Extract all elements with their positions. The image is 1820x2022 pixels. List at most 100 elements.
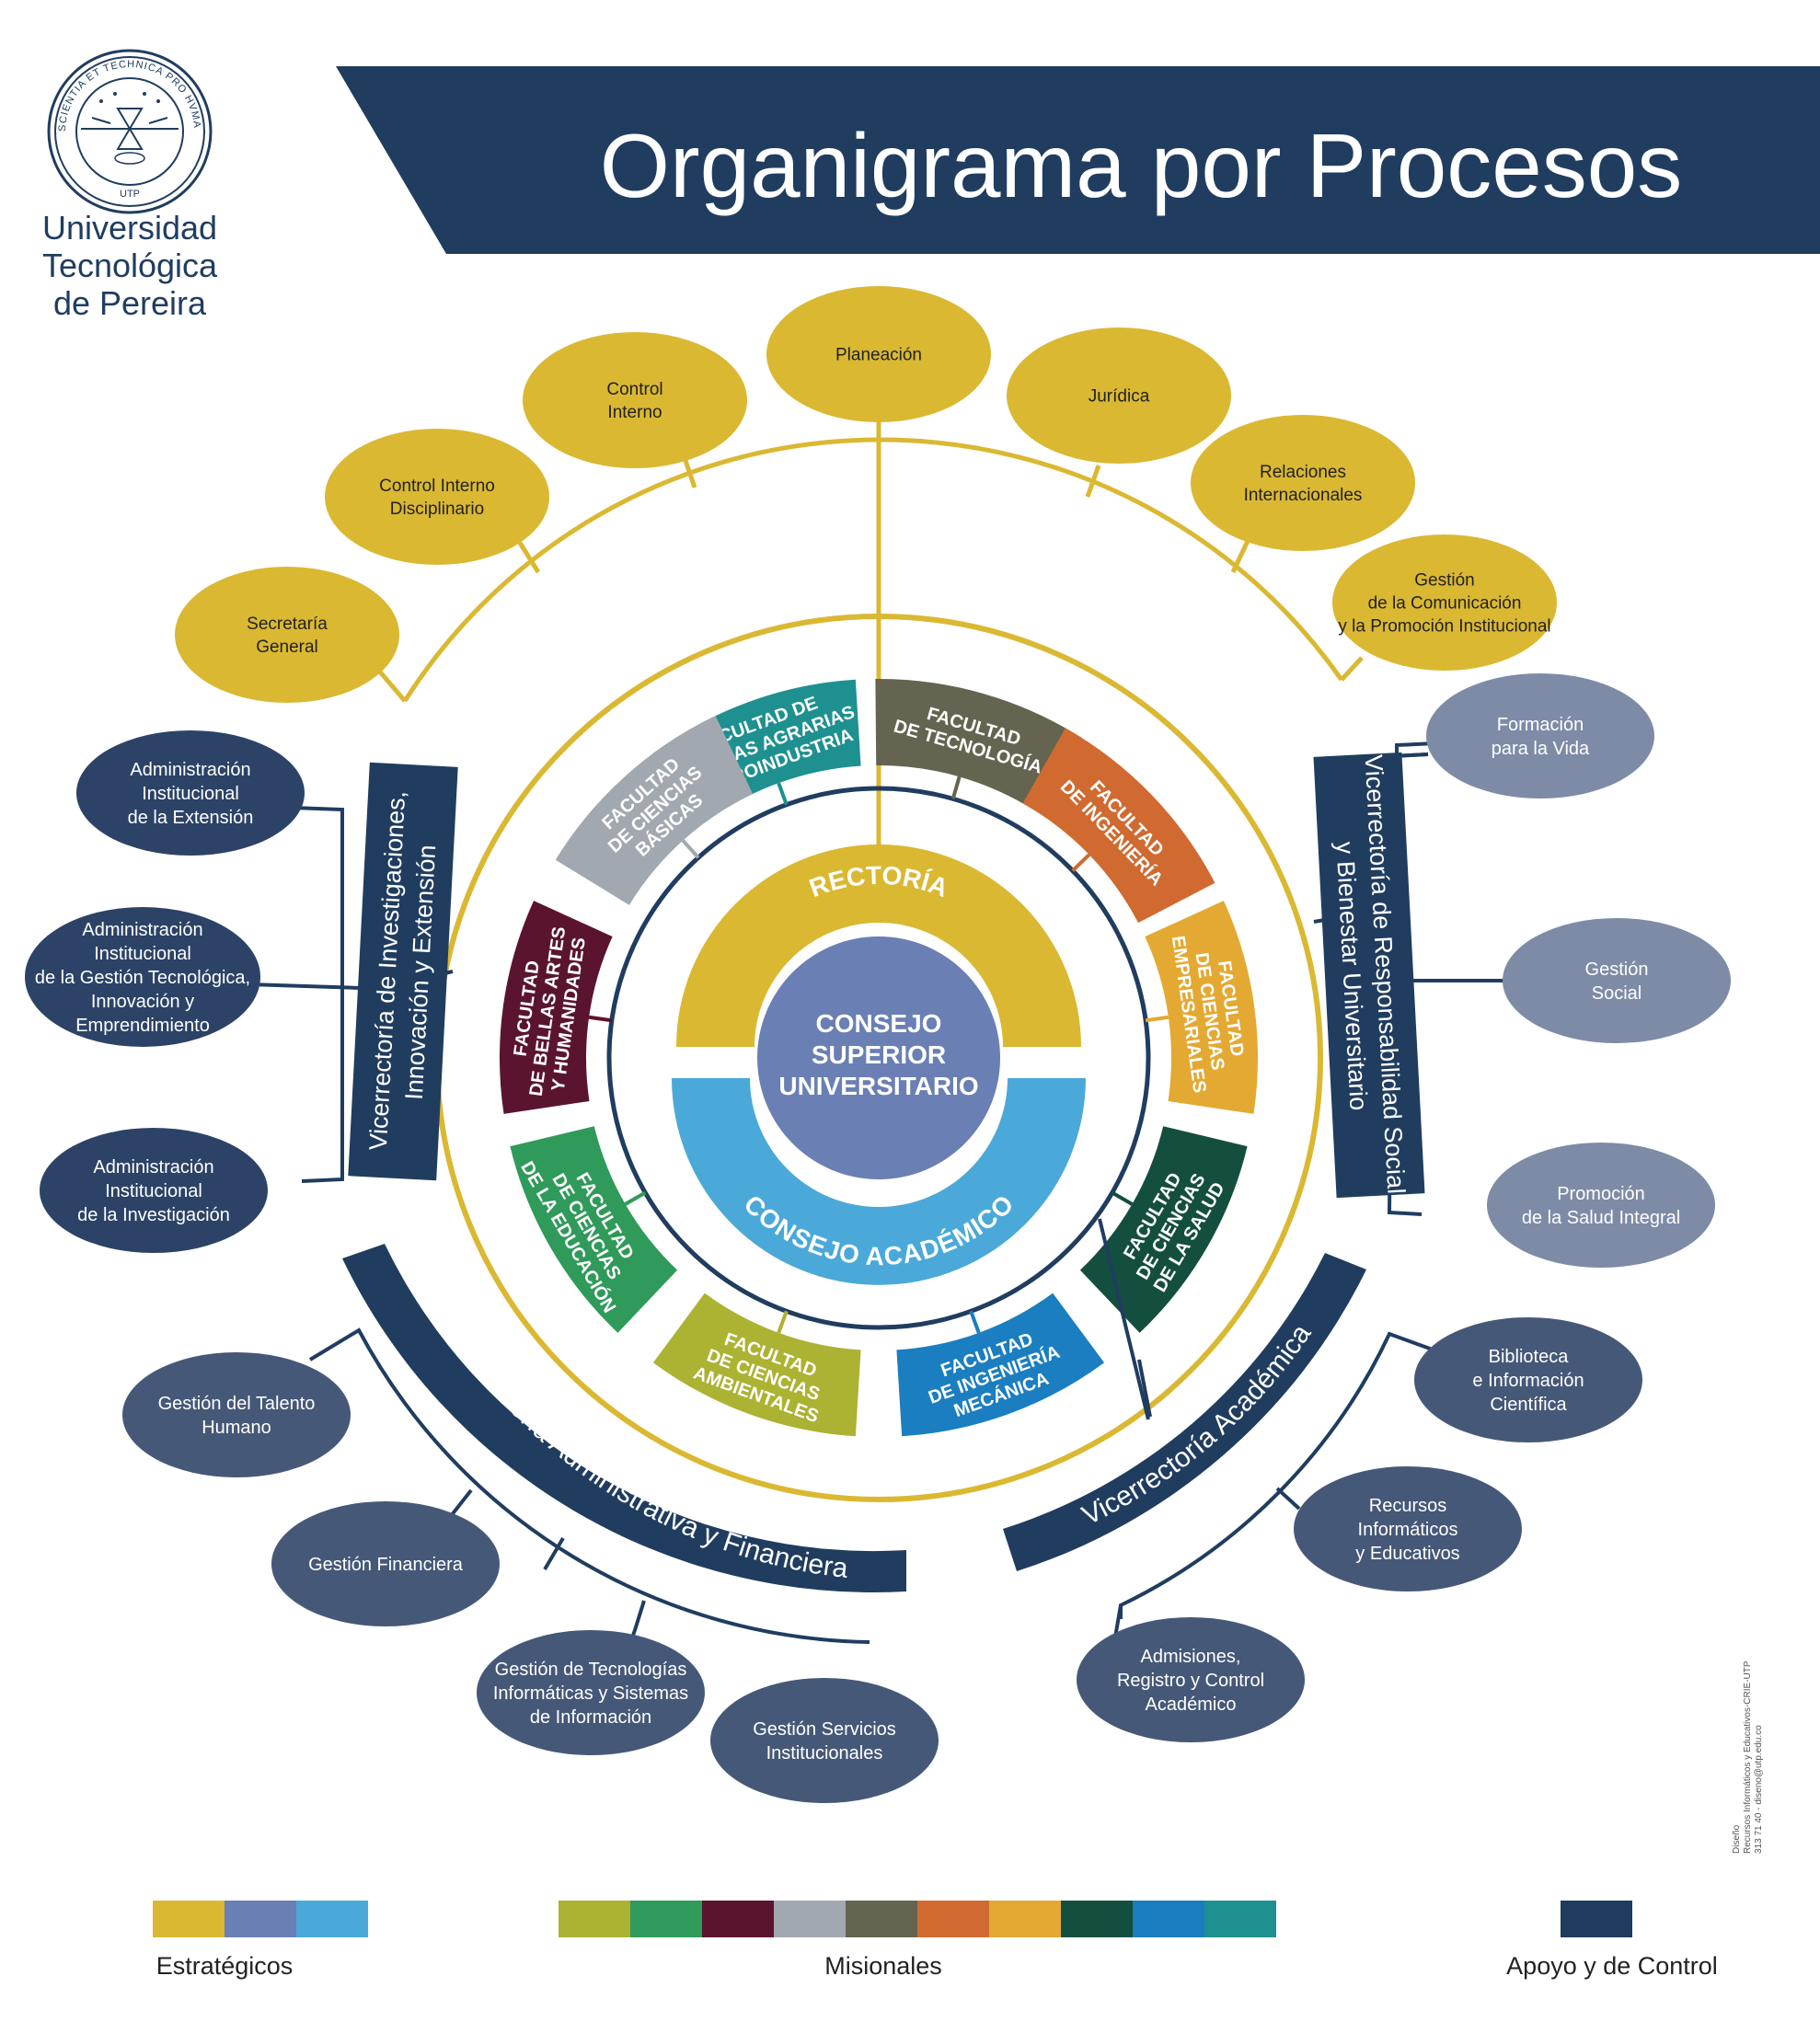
bubble-label-line: de la Salud Integral [1522, 1208, 1680, 1228]
process-bubble [76, 730, 305, 856]
process-bubble [325, 429, 549, 565]
seal-acronym: UTP [120, 189, 140, 200]
bubble-label-line: Innovación y [91, 992, 194, 1012]
vicerrectoria-academica-band [1003, 1253, 1366, 1571]
faculty-connector [1071, 853, 1091, 872]
bubble-label-line: Control Interno [379, 477, 495, 496]
process-bubble [1077, 1617, 1305, 1742]
bubble-label-line: Gestión Financiera [308, 1555, 464, 1575]
process-bubble [122, 1352, 351, 1477]
bubble-label-line: Científica [1490, 1395, 1567, 1415]
legend-swatch [989, 1901, 1061, 1937]
process-bubble [175, 567, 399, 703]
faculty-connector [1111, 1190, 1134, 1206]
faculty-connector [777, 1310, 789, 1334]
faculty-connector [1145, 1015, 1169, 1023]
faculty-connector [624, 1190, 647, 1206]
bubble-label-line: Académico [1146, 1695, 1237, 1715]
process-bubble [523, 332, 747, 468]
faculty-segment [510, 1126, 678, 1333]
legend-swatch [559, 1901, 630, 1937]
bubble-label-line: Gestión [1585, 959, 1649, 980]
inner-ring [606, 786, 1151, 1330]
vicerrectoria-administrativa-band [342, 1244, 906, 1593]
bubble-label-line: de Información [530, 1707, 651, 1728]
bubble-label-line: de la Comunicación [1368, 594, 1522, 614]
process-bubble [1503, 918, 1731, 1043]
bubble-label-line: Gestión [1414, 571, 1474, 591]
bubble-label-line: Promoción [1557, 1184, 1645, 1204]
bubble-label-line: Institucionales [766, 1743, 883, 1764]
legend-swatch [1204, 1901, 1276, 1937]
process-bubble [477, 1630, 705, 1755]
faculty-segment [1145, 901, 1258, 1114]
faculty-connector [969, 1310, 981, 1334]
credit-line-3: 313 71 40 - diseno@utp.edu.co [1754, 1725, 1764, 1854]
bubble-label-line: Relaciones [1260, 463, 1346, 482]
university-name-line-3: de Pereira [53, 284, 207, 322]
process-bubble [1191, 415, 1415, 551]
legend-swatch [630, 1901, 702, 1937]
process-bubble [1007, 327, 1231, 464]
process-bubble [766, 286, 991, 422]
legend-swatch [225, 1901, 296, 1937]
process-bubble [710, 1678, 939, 1803]
bubble-label-line: Institucional [94, 944, 191, 964]
bubble-label-line: Informáticos [1358, 1520, 1458, 1540]
bubble-label-line: Institucional [105, 1181, 202, 1201]
legend-swatch [774, 1901, 846, 1937]
process-bubble [1332, 534, 1557, 671]
bubble-label-line: Administración [93, 1157, 213, 1178]
faculty-segment [652, 1292, 861, 1437]
vicerrectoria-responsabilidad-social: Vicerrectoría de Responsabilidad Social … [1313, 752, 1425, 1199]
bubble-label-line: Administración [130, 760, 250, 780]
legend [153, 1901, 1632, 1937]
rectoria-arc [676, 844, 1081, 1047]
process-bubble [25, 907, 260, 1047]
bubble-label-line: Emprendimiento [75, 1016, 210, 1036]
header-banner [336, 66, 1820, 254]
bubble-label-line: Disciplinario [390, 500, 484, 519]
bubble-label-line: Planeación [835, 346, 922, 365]
university-name-line-1: Universidad [42, 209, 217, 247]
legend-swatch [1061, 1901, 1133, 1937]
process-bubble [271, 1501, 500, 1626]
bubble-label-line: Gestión del Talento [158, 1394, 316, 1414]
bubble-label-line: Administración [82, 920, 202, 940]
legend-missional-label: Misionales [824, 1952, 942, 1980]
university-name-line-2: Tecnológica [42, 247, 218, 284]
bubble-label-line: Social [1592, 983, 1641, 1004]
university-seal-logo: SCIENTIA ET TECHNICA PRO HVMANITATE SVB … [0, 0, 213, 214]
credit-line-2: Recursos Informáticos y Educativos-CRIE-… [1743, 1660, 1753, 1854]
bubble-label-line: Interno [607, 403, 662, 422]
legend-strategic-label: Estratégicos [156, 1952, 294, 1980]
process-bubble [1294, 1466, 1522, 1591]
faculty-segment [1079, 1126, 1248, 1333]
faculty-segment [896, 1292, 1105, 1437]
faculty-connector [777, 782, 789, 806]
bubble-label-line: Secretaría [247, 615, 328, 634]
bubble-label-line: Gestión de Tecnologías [495, 1660, 687, 1680]
bubble-label-line: y la Promoción Institucional [1338, 617, 1550, 637]
faculty-segment [875, 679, 1083, 811]
process-bubble [1487, 1143, 1715, 1268]
legend-swatch [296, 1901, 368, 1937]
process-bubbles: Secretaría General Control Interno Discipli… [25, 286, 1731, 1803]
credit-line-1: Diseño [1732, 1824, 1742, 1854]
bubble-label-line: Admisiones, [1141, 1647, 1241, 1667]
faculty-connector [681, 839, 700, 859]
bubble-label-line: para la Vida [1492, 739, 1590, 759]
bubble-label-line: Informáticas y Sistemas [493, 1683, 688, 1704]
bubble-label-line: Internacionales [1244, 486, 1363, 505]
faculty-segment [499, 901, 613, 1114]
legend-support-label: Apoyo y de Control [1506, 1952, 1718, 1980]
bubble-label-line: Gestión Servicios [753, 1719, 896, 1740]
legend-swatch [917, 1901, 989, 1937]
strategic-connectors [366, 408, 1364, 869]
bubble-label-line: Control [606, 380, 662, 399]
consejo-superior-line-1: CONSEJO [816, 1009, 942, 1038]
faculty-connector [950, 775, 962, 799]
legend-swatch [1133, 1901, 1204, 1937]
legend-swatch [153, 1901, 225, 1937]
